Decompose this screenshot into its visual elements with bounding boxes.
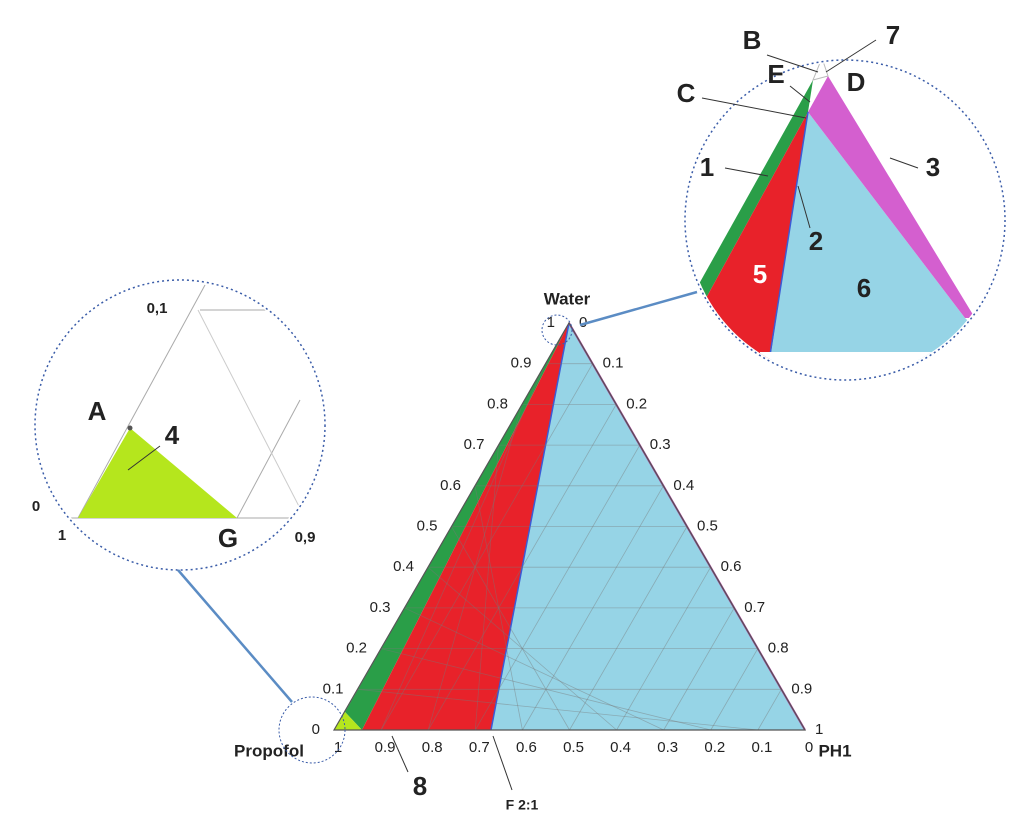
connector: [177, 569, 293, 703]
line-label: 2: [809, 226, 823, 256]
right-tick-label: 0.1: [603, 355, 624, 372]
leader: [391, 735, 409, 773]
grid-line: [427, 404, 617, 731]
zoom-marker: [541, 314, 573, 346]
left-tick-label: 0.2: [346, 640, 367, 657]
grid-line: [427, 404, 523, 731]
bottom-tick-label: 0.2: [704, 739, 725, 756]
point-label: A: [88, 396, 107, 426]
vertex-label: Propofol: [234, 741, 304, 760]
grid-line: [569, 526, 688, 731]
zoom-circle: [684, 59, 1006, 381]
ticks: 00.10.20.30.40.50.60.70.80.91 00.10.20.30…: [312, 314, 824, 756]
right-tick-label: 0: [579, 314, 587, 331]
point-label: D: [847, 67, 866, 97]
left-tick-label: 0.1: [323, 680, 344, 697]
grid: [357, 363, 782, 731]
region-1b: [345, 323, 569, 730]
callout: 8: [413, 771, 427, 801]
bottom-tick-label: 0.3: [657, 739, 678, 756]
point-label: E: [767, 59, 784, 89]
bottom-tick-label: 0.9: [375, 739, 396, 756]
label: 7: [886, 20, 900, 50]
bottom-tick-label: 0.7: [469, 739, 490, 756]
right-tick-label: 0.2: [626, 395, 647, 412]
left-tick-label: 0.6: [440, 477, 461, 494]
right-tick-label: 0.7: [744, 599, 765, 616]
bottom-tick-label: 0.8: [422, 739, 443, 756]
bottom-tick-label: 0.5: [563, 739, 584, 756]
vertex-label: PH1: [818, 741, 851, 760]
vertex-label: Water: [544, 289, 591, 308]
zoom-left-content: [37, 284, 311, 519]
region-6: [491, 323, 805, 730]
zoom-tick: 0: [32, 498, 40, 515]
line-label: 3: [926, 152, 940, 182]
bottom-tick-label: 1: [334, 739, 342, 756]
grid-line: [474, 444, 641, 731]
leader: [492, 735, 513, 791]
grid-line: [451, 526, 570, 731]
left-tick-label: 0: [312, 721, 320, 738]
left-tick-label: 0.9: [511, 355, 532, 372]
left-tick-label: 0.7: [464, 436, 485, 453]
left-tick-label: 0.3: [370, 599, 391, 616]
point-label: C: [677, 78, 696, 108]
grid-line: [404, 607, 664, 731]
zoom-tick: 1: [58, 527, 66, 544]
bottom-tick-label: 0: [805, 739, 813, 756]
point-label: B: [743, 25, 762, 55]
left-tick-label: 0.4: [393, 558, 414, 575]
leaders: [701, 39, 919, 229]
grid-line: [380, 648, 711, 731]
triangle-outline: [332, 321, 807, 731]
right-tick-label: 0.8: [768, 640, 789, 657]
zoom-right-content: [687, 62, 1003, 372]
leader: [127, 445, 161, 471]
grid-line: [522, 485, 664, 731]
region-5: [362, 323, 569, 730]
region-label: 5: [753, 259, 767, 289]
right-tick-label: 1: [815, 721, 823, 738]
region-4: [78, 428, 237, 518]
zoom-tick: 0,9: [295, 529, 316, 546]
right-tick-label: 0.9: [791, 680, 812, 697]
grid-line: [380, 363, 546, 731]
zoom-marker: [278, 696, 346, 764]
connector: [579, 290, 698, 327]
grid-line: [710, 648, 759, 731]
grid-line: [380, 363, 593, 731]
bottom-tick-label: 0.6: [516, 739, 537, 756]
bottom-tick-label: 0.4: [610, 739, 631, 756]
right-tick-label: 0.5: [697, 517, 718, 534]
point-label: G: [218, 523, 238, 553]
grid-line: [757, 689, 782, 731]
left-tick-label: 0.5: [417, 517, 438, 534]
bottom-tick-label: 0.1: [751, 739, 772, 756]
grid-line: [474, 445, 499, 731]
line-f: [490, 322, 570, 731]
region-4: [334, 712, 362, 730]
right-tick-label: 0.4: [673, 477, 694, 494]
callout: F 2:1: [506, 797, 539, 813]
grid-line: [663, 607, 735, 731]
line-label: 1: [700, 152, 714, 182]
grid-line: [616, 567, 711, 731]
grid-line: [357, 688, 758, 731]
right-tick-label: 0.3: [650, 436, 671, 453]
grid-line: [427, 566, 617, 731]
right-tick-label: 0.6: [721, 558, 742, 575]
left-tick-label: 0.8: [487, 395, 508, 412]
zoom-tick: 0,1: [147, 300, 168, 317]
region-label: 4: [165, 420, 180, 450]
region-label: 6: [857, 273, 871, 303]
zoom-circle: [34, 279, 326, 571]
left-tick-label: 1: [547, 314, 555, 331]
grid-line: [474, 485, 523, 731]
